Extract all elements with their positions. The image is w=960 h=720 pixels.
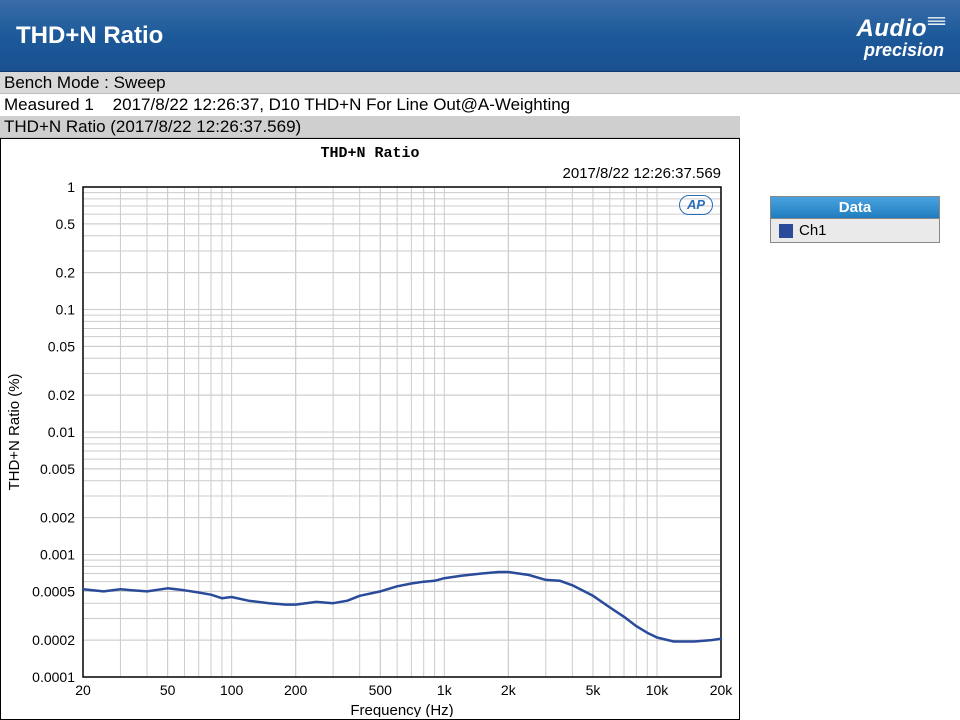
legend-item: Ch1 (770, 219, 940, 243)
legend-swatch-icon (779, 224, 793, 238)
svg-text:1: 1 (67, 179, 75, 195)
svg-text:0.01: 0.01 (48, 424, 75, 440)
svg-text:0.5: 0.5 (56, 216, 76, 232)
svg-text:0.0001: 0.0001 (32, 669, 75, 685)
svg-text:0.05: 0.05 (48, 338, 75, 354)
chart-svg: 20 50 100 200 500 1k 2k 5k 10k 20k 0.0001 0.0002 0.0… (1, 139, 739, 717)
svg-text:2k: 2k (501, 682, 517, 698)
chart-header-row: THD+N Ratio (2017/8/22 12:26:37.569) (0, 116, 740, 138)
brand-line1: Audio (857, 15, 927, 42)
svg-text:Frequency (Hz): Frequency (Hz) (350, 702, 453, 717)
svg-text:THD+N Ratio (%): THD+N Ratio (%) (6, 373, 23, 490)
svg-text:0.2: 0.2 (56, 265, 76, 281)
svg-text:0.0005: 0.0005 (32, 583, 75, 599)
svg-text:0.02: 0.02 (48, 387, 75, 403)
svg-text:0.002: 0.002 (40, 510, 75, 526)
legend-label: Ch1 (799, 222, 827, 239)
brand-logo: Audio≡≡ precision (857, 12, 945, 59)
svg-text:5k: 5k (586, 682, 602, 698)
legend-header: Data (770, 196, 940, 219)
ap-badge-icon: AP (679, 195, 713, 215)
svg-text:10k: 10k (646, 682, 670, 698)
svg-text:20: 20 (75, 682, 91, 698)
svg-text:200: 200 (284, 682, 308, 698)
svg-text:0.1: 0.1 (56, 302, 76, 318)
svg-text:1k: 1k (437, 682, 453, 698)
svg-text:50: 50 (160, 682, 176, 698)
chart-timestamp: 2017/8/22 12:26:37.569 (563, 165, 721, 182)
svg-text:500: 500 (369, 682, 393, 698)
svg-text:0.001: 0.001 (40, 547, 75, 563)
brand-line2: precision (857, 41, 945, 59)
main-area: THD+N Ratio 2017/8/22 12:26:37.569 AP 20… (0, 138, 960, 720)
chart-title: THD+N Ratio (1, 145, 739, 162)
measured-row: Measured 1 2017/8/22 12:26:37, D10 THD+N… (0, 94, 960, 116)
page-title: THD+N Ratio (16, 22, 163, 50)
legend-panel: Data Ch1 (770, 196, 940, 720)
svg-text:0.0002: 0.0002 (32, 632, 75, 648)
svg-text:100: 100 (220, 682, 244, 698)
header-bar: THD+N Ratio Audio≡≡ precision (0, 0, 960, 72)
svg-text:20k: 20k (710, 682, 734, 698)
chart-panel: THD+N Ratio 2017/8/22 12:26:37.569 AP 20… (0, 138, 740, 720)
bench-mode-row: Bench Mode : Sweep (0, 72, 960, 94)
svg-text:0.005: 0.005 (40, 461, 75, 477)
